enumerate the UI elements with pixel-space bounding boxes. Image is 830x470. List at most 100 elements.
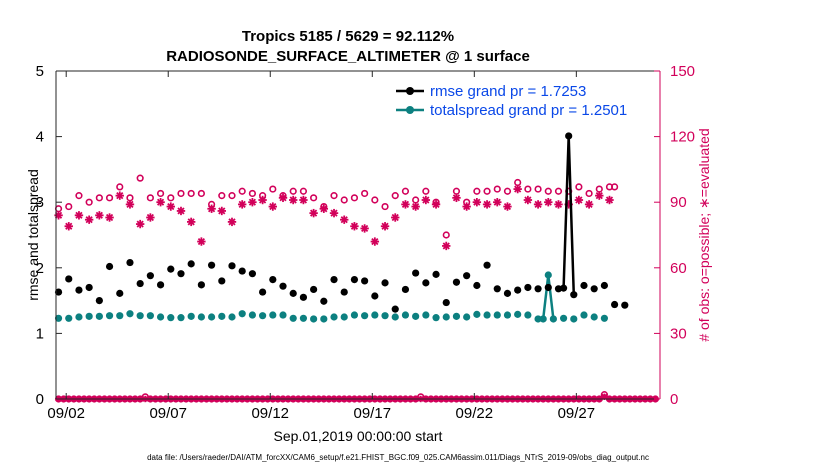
totalspread-point <box>136 312 144 320</box>
obs-possible-marker <box>197 189 205 198</box>
obs-possible-marker <box>187 189 195 198</box>
right-y-tick-label: 90 <box>670 194 687 211</box>
obs-evaluated-marker <box>125 200 135 209</box>
rmse-point <box>422 279 430 287</box>
rmse-point <box>590 285 598 293</box>
totalspread-point <box>401 311 410 319</box>
totalspread-point <box>544 271 552 279</box>
rmse-point <box>371 292 379 300</box>
obs-evaluated-marker <box>64 222 73 231</box>
totalspread-point <box>126 310 134 318</box>
obs-possible-marker <box>228 192 236 200</box>
obs-possible-marker <box>238 187 246 195</box>
x-tick-label: 09/22 <box>456 405 494 422</box>
rmse-point <box>442 298 450 307</box>
obs-possible-marker <box>371 196 379 204</box>
rmse-point <box>381 279 389 287</box>
rmse-point <box>432 270 440 278</box>
obs-evaluated-marker <box>401 200 410 209</box>
obs-possible-marker <box>105 194 114 202</box>
rmse-point <box>299 293 308 301</box>
obs-evaluated-marker <box>595 191 604 200</box>
obs-evaluated-marker <box>513 184 522 194</box>
obs-evaluated-marker <box>115 191 124 200</box>
totalspread-point <box>177 314 185 322</box>
totalspread-point <box>95 312 103 320</box>
obs-possible-marker <box>299 187 308 195</box>
rmse-point <box>340 288 348 296</box>
rmse-point <box>65 275 73 283</box>
rmse-point <box>514 286 522 294</box>
obs-possible-marker <box>381 202 389 211</box>
totalspread-point <box>105 312 114 320</box>
totalspread-point <box>422 311 430 319</box>
obs-evaluated-marker <box>329 208 339 218</box>
left-y-tick-label: 5 <box>36 63 44 80</box>
totalspread-point <box>310 315 318 323</box>
totalspread-point <box>590 313 598 321</box>
obs-possible-marker <box>65 202 73 211</box>
obs-evaluated-marker <box>319 204 329 213</box>
obs-evaluated-marker <box>482 200 492 209</box>
obs-evaluated-marker <box>237 200 247 209</box>
totalspread-point <box>167 314 175 322</box>
rmse-point <box>412 269 420 277</box>
rmse-point <box>610 300 619 309</box>
rmse-point <box>565 132 573 140</box>
obs-evaluated-marker <box>95 211 104 220</box>
obs-evaluated-marker <box>340 215 349 224</box>
totalspread-point <box>391 313 399 321</box>
obs-possible-marker <box>391 192 399 200</box>
totalspread-point <box>503 311 512 319</box>
chart-title: Tropics 5185 / 5629 = 92.112% <box>242 28 454 45</box>
obs-evaluated-marker <box>431 200 441 209</box>
x-tick-label: 09/17 <box>354 405 392 422</box>
rmse-point <box>361 277 369 285</box>
obs-possible-marker <box>503 187 512 195</box>
obs-evaluated-marker <box>554 200 563 209</box>
legend: rmse grand pr = 1.7253 totalspread grand… <box>390 78 654 119</box>
totalspread-point <box>473 310 481 318</box>
rmse-point <box>503 289 512 297</box>
legend-rmse-label: rmse grand pr = 1.7253 <box>430 83 586 100</box>
obs-evaluated-marker <box>186 217 196 227</box>
obs-evaluated-marker <box>74 211 84 220</box>
obs-possible-marker <box>167 194 175 202</box>
totalspread-point <box>483 311 491 319</box>
obs-evaluated-marker <box>421 195 431 205</box>
left-y-tick-label: 4 <box>36 129 44 146</box>
obs-possible-marker <box>350 194 359 202</box>
totalspread-point <box>570 315 578 323</box>
totalspread-point <box>600 314 608 322</box>
rmse-point <box>177 270 185 278</box>
obs-possible-marker <box>156 189 165 198</box>
rmse-point <box>207 261 216 269</box>
rmse-point <box>310 285 318 294</box>
totalspread-point <box>412 312 420 320</box>
obs-possible-marker <box>554 187 563 195</box>
right-y-axis-label: # of obs: o=possible; ∗=evaluated <box>696 128 712 341</box>
rmse-point <box>463 272 471 280</box>
obs-possible-marker <box>95 194 103 202</box>
left-y-tick-label: 1 <box>36 325 44 342</box>
obs-evaluated-marker <box>227 217 237 227</box>
x-tick-label: 09/12 <box>251 405 289 422</box>
obs-evaluated-marker <box>299 195 308 205</box>
rmse-point <box>116 289 124 297</box>
obs-evaluated-marker <box>493 198 502 207</box>
left-y-tick-label: 2 <box>36 260 44 277</box>
rmse-point <box>580 281 588 290</box>
totalspread-point <box>85 312 93 320</box>
totalspread-point <box>289 314 297 322</box>
obs-evaluated-marker <box>472 198 482 207</box>
obs-possible-marker <box>218 192 226 200</box>
obs-count-markers <box>54 174 619 251</box>
obs-evaluated-marker <box>584 200 594 209</box>
obs-evaluated-marker <box>135 219 145 229</box>
totalspread-point <box>463 313 471 321</box>
rmse-point <box>218 277 226 285</box>
obs-evaluated-marker <box>442 241 451 251</box>
rmse-point <box>269 276 277 284</box>
obs-evaluated-marker <box>207 204 216 213</box>
